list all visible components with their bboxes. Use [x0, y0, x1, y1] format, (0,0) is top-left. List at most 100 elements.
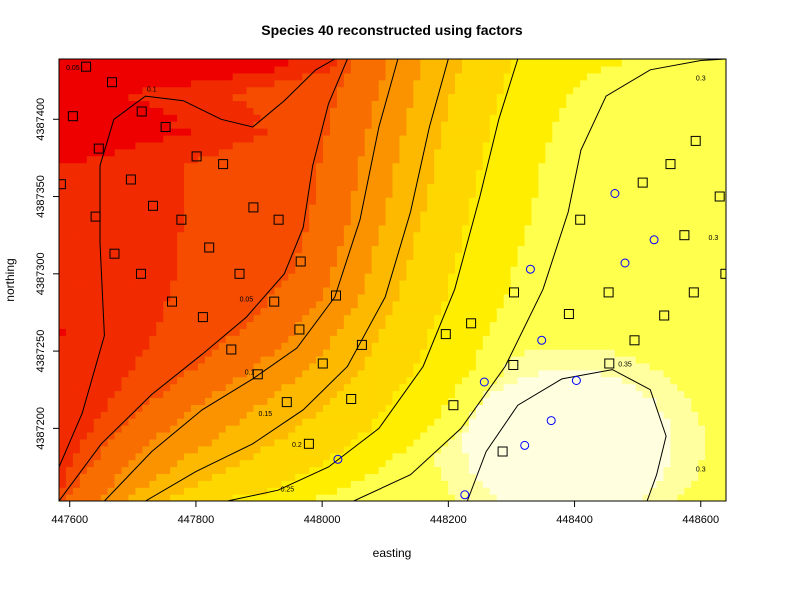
heat-cell — [573, 238, 581, 247]
heat-cell — [225, 397, 234, 405]
heat-cell — [121, 273, 130, 281]
heat-cell — [607, 411, 616, 419]
heat-cell — [260, 376, 269, 385]
heat-cell — [656, 210, 665, 219]
heat-cell — [364, 307, 373, 316]
heat-cell — [663, 397, 672, 405]
heat-cell — [114, 176, 123, 184]
heat-cell — [573, 197, 581, 205]
heat-cell — [628, 328, 637, 336]
heat-cell — [691, 245, 699, 253]
heat-cell — [468, 148, 477, 157]
heat-cell — [566, 328, 574, 336]
heat-cell — [427, 238, 435, 247]
heat-cell — [670, 238, 678, 247]
heat-cell — [448, 438, 456, 447]
heat-cell — [288, 314, 296, 323]
heat-cell — [441, 473, 449, 481]
heat-cell — [142, 355, 150, 364]
heat-cell — [316, 266, 324, 274]
heat-cell — [691, 176, 699, 184]
heat-cell — [323, 425, 331, 433]
heat-cell — [350, 204, 359, 212]
heat-cell — [336, 466, 345, 474]
heat-cell — [656, 314, 665, 323]
heat-cell — [580, 321, 588, 329]
heat-cell — [663, 148, 672, 157]
heat-cell — [510, 238, 519, 247]
heat-cell — [635, 162, 644, 171]
heat-cell — [211, 190, 220, 198]
heat-cell — [135, 342, 143, 350]
heat-cell — [420, 204, 428, 212]
heat-cell — [218, 376, 227, 385]
heat-cell — [545, 238, 553, 247]
heat-cell — [587, 293, 595, 302]
heat-cell — [587, 362, 595, 371]
heat-cell — [399, 473, 407, 481]
heat-cell — [163, 480, 171, 488]
heat-cell — [177, 280, 185, 288]
heat-cell — [260, 259, 269, 267]
heat-cell — [232, 183, 241, 191]
heat-cell — [72, 141, 81, 150]
heat-cell — [204, 431, 213, 440]
heat-cell — [461, 459, 470, 468]
heat-cell — [274, 431, 282, 440]
heat-cell — [392, 480, 401, 488]
heat-cell — [246, 411, 255, 419]
heat-cell — [441, 252, 449, 260]
heat-cell — [142, 300, 150, 309]
heat-cell — [566, 397, 574, 405]
heat-cell — [253, 397, 262, 405]
heat-cell — [663, 197, 672, 205]
heat-cell — [156, 425, 164, 433]
heat-cell — [698, 155, 706, 164]
heat-cell — [253, 418, 262, 426]
heat-cell — [663, 259, 672, 267]
heat-cell — [531, 425, 540, 433]
heat-cell — [663, 452, 672, 461]
heat-cell — [663, 224, 672, 233]
heat-cell — [566, 210, 574, 219]
heat-cell — [343, 273, 352, 281]
heat-cell — [350, 321, 359, 329]
heat-cell — [184, 404, 192, 412]
heat-cell — [184, 473, 192, 481]
heat-cell — [600, 459, 609, 468]
heat-cell — [191, 176, 199, 184]
heat-cell — [552, 321, 560, 329]
heat-cell — [295, 473, 303, 481]
heat-cell — [288, 425, 296, 433]
heat-cell — [329, 238, 338, 247]
heat-cell — [517, 431, 526, 440]
heat-cell — [142, 224, 150, 233]
heat-cell — [121, 280, 130, 288]
heat-cell — [378, 259, 387, 267]
heat-cell — [93, 266, 102, 274]
heat-cell — [350, 466, 359, 474]
heat-cell — [587, 252, 595, 260]
heat-cell — [65, 445, 74, 454]
heat-cell — [420, 369, 428, 378]
heat-cell — [184, 141, 192, 150]
heat-cell — [149, 238, 157, 247]
heat-cell — [538, 473, 546, 481]
heat-cell — [705, 266, 713, 274]
heat-cell — [142, 155, 150, 164]
heat-cell — [573, 224, 581, 233]
heat-cell — [441, 183, 449, 191]
heat-cell — [517, 148, 526, 157]
heat-cell — [114, 494, 123, 501]
heat-cell — [184, 494, 192, 501]
heat-cell — [288, 487, 296, 495]
heat-cell — [309, 197, 317, 205]
heat-cell — [170, 404, 178, 412]
heat-cell — [698, 473, 706, 481]
heat-cell — [142, 466, 150, 474]
heat-cell — [600, 452, 609, 461]
heat-cell — [503, 438, 512, 447]
heat-cell — [503, 369, 512, 378]
heat-cell — [621, 190, 630, 198]
heat-cell — [385, 300, 394, 309]
